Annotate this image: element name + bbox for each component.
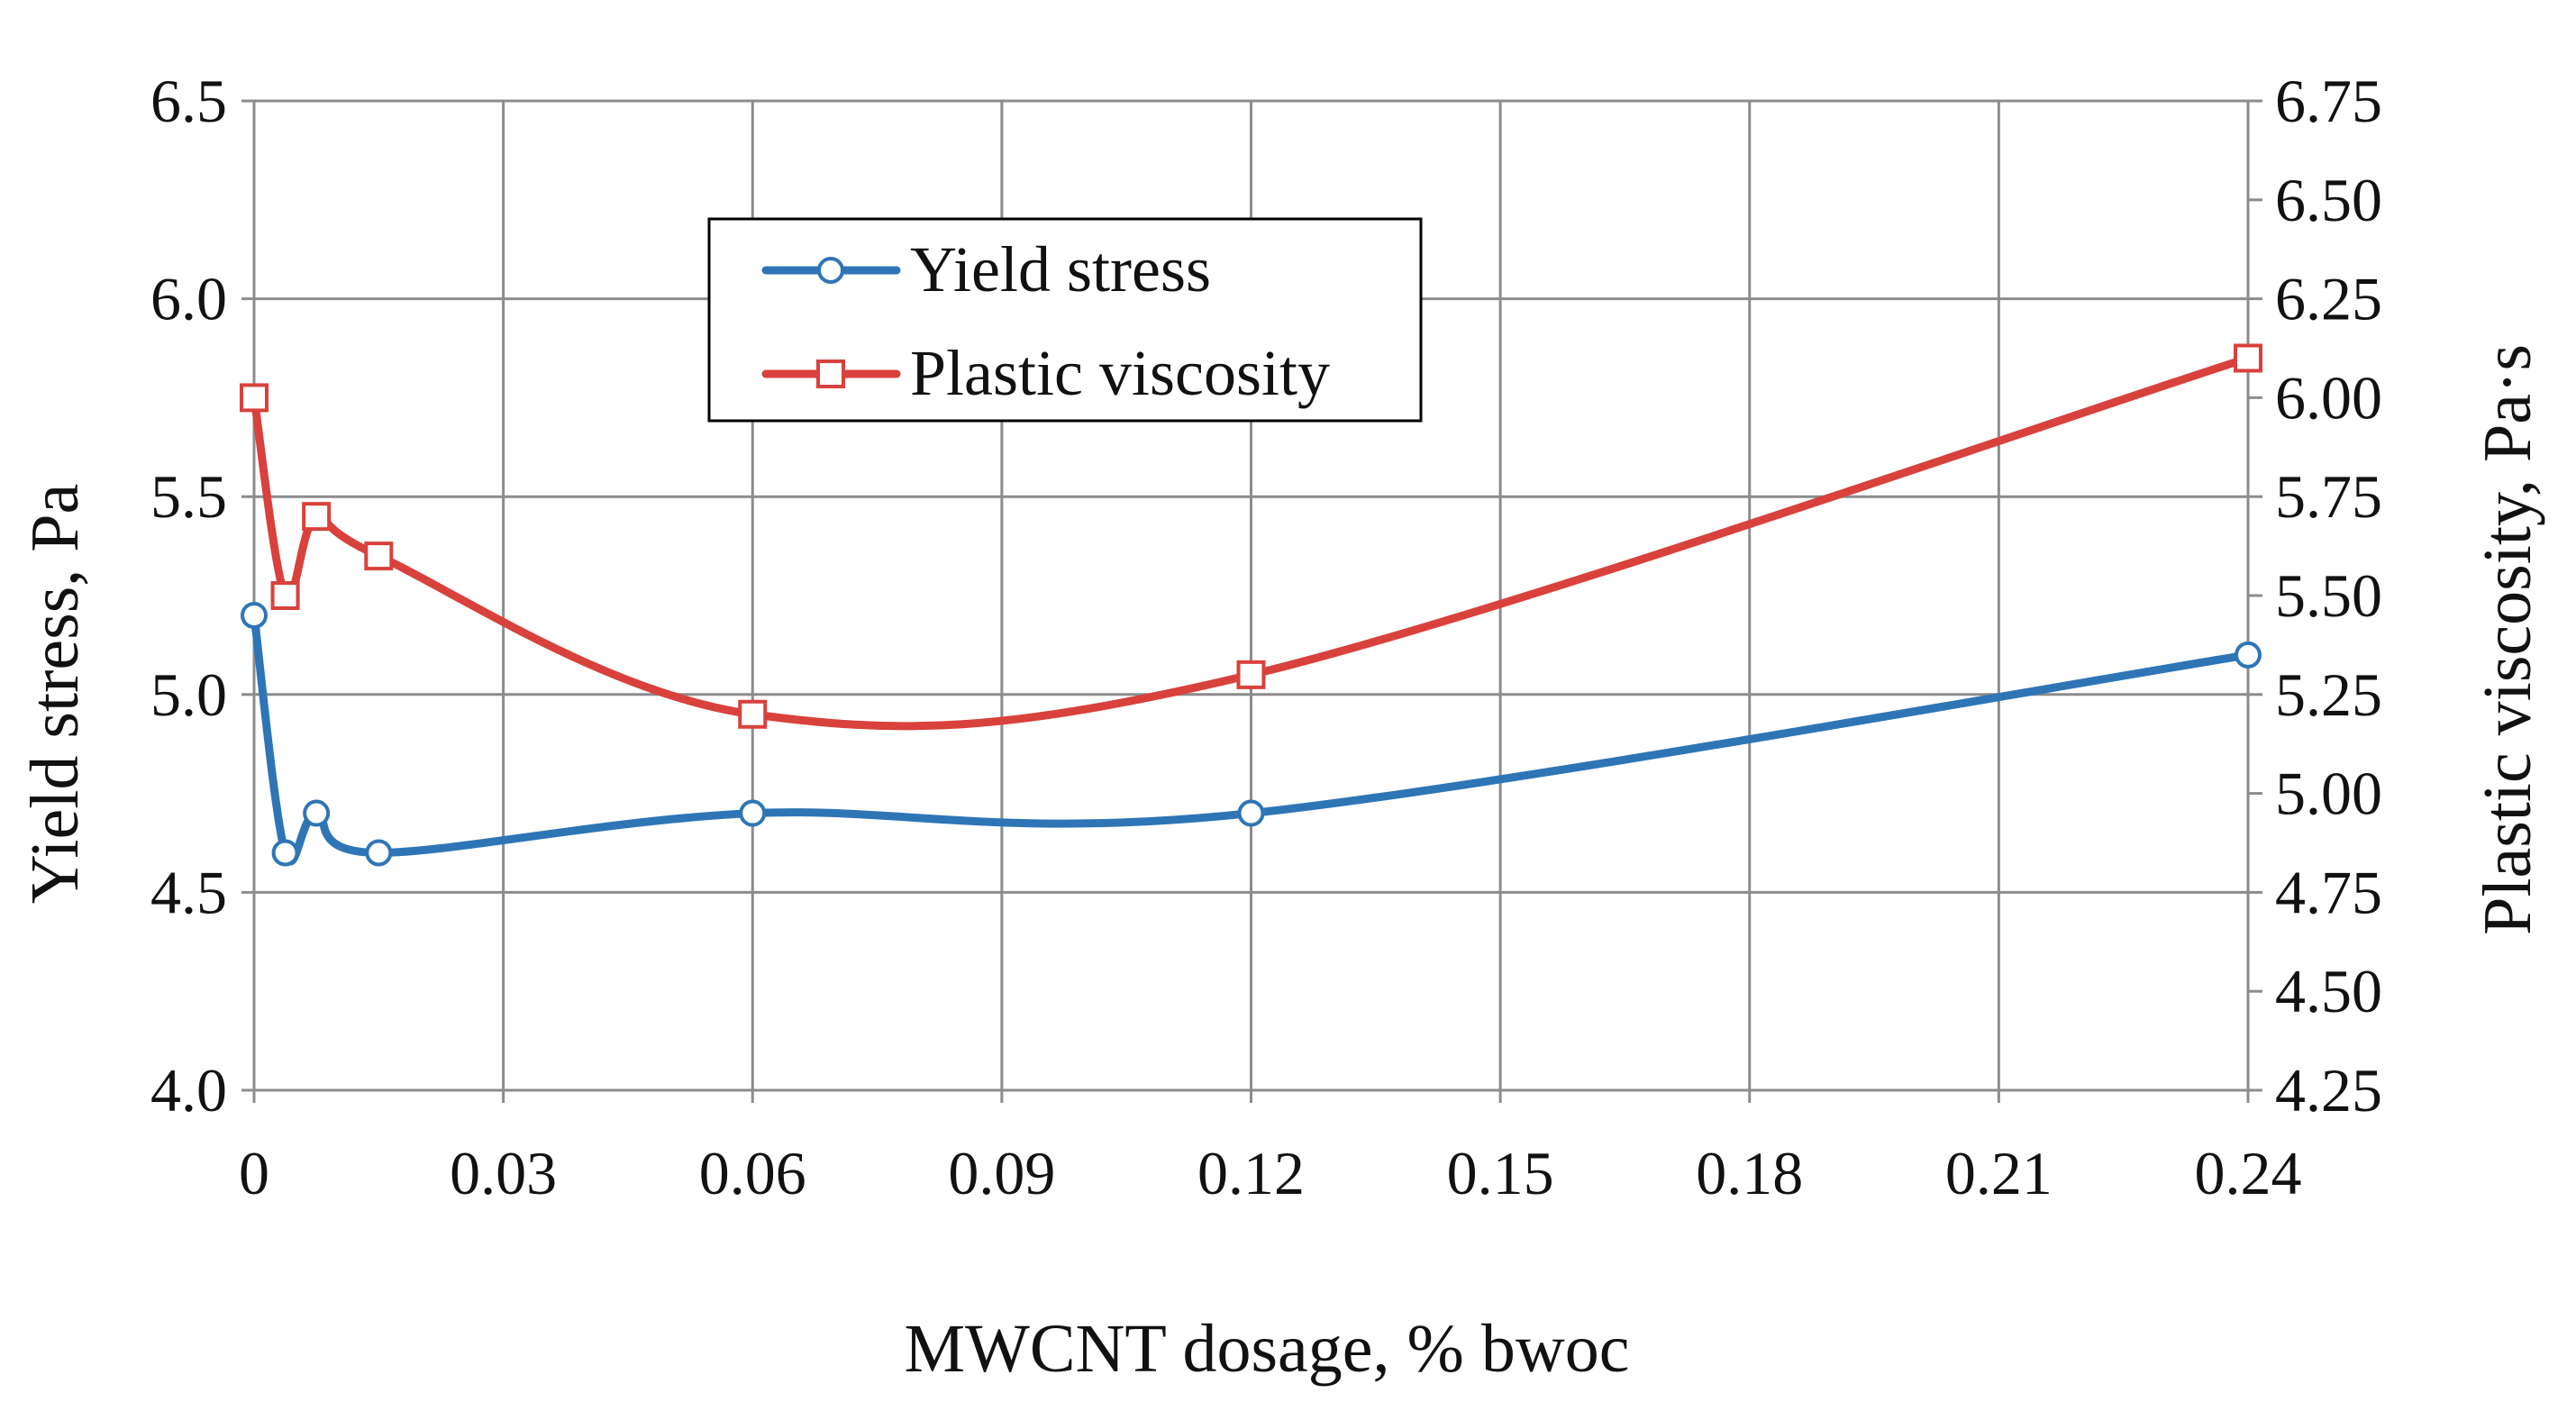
- data-point-plastic-viscosity: [2234, 343, 2262, 373]
- y-right-tick-label: 5.25: [2275, 660, 2382, 729]
- x-tick-label: 0.18: [1696, 1139, 1803, 1207]
- data-point-yield-stress: [739, 799, 767, 827]
- y-right-tick-label: 4.50: [2275, 957, 2382, 1025]
- data-point-yield-stress: [241, 601, 268, 629]
- y-left-tick-label: 4.0: [150, 1056, 227, 1124]
- data-point-plastic-viscosity: [364, 542, 394, 571]
- y-right-tick-label: 5.50: [2275, 561, 2382, 630]
- x-tick-label: 0.12: [1197, 1139, 1305, 1207]
- legend-item-plastic-viscosity: Plastic viscosity: [761, 337, 1330, 409]
- legend-item-yield-stress: Yield stress: [761, 233, 1211, 305]
- data-point-yield-stress: [303, 799, 331, 827]
- y-left-tick-label: 4.5: [150, 858, 227, 926]
- x-tick-label: 0.06: [699, 1139, 806, 1207]
- data-point-yield-stress: [2235, 641, 2262, 669]
- data-point-yield-stress: [365, 839, 393, 867]
- legend-marker-yield-stress: [817, 257, 844, 284]
- data-point-plastic-viscosity: [302, 502, 332, 532]
- y-left-tick-label: 6.5: [150, 67, 227, 135]
- data-point-yield-stress: [271, 839, 299, 867]
- x-tick-label: 0.03: [450, 1139, 557, 1207]
- y-right-tick-label: 6.25: [2275, 265, 2382, 333]
- y-left-tick-label: 5.5: [150, 462, 227, 531]
- data-point-plastic-viscosity: [1236, 660, 1266, 689]
- series-yield-stress: [241, 601, 2262, 867]
- series-plastic-viscosity: [240, 343, 2262, 731]
- tick-labels: 4.04.55.05.56.06.50 0.03 0.06 0.09 0.12 0.15 0…: [150, 67, 2382, 1207]
- y-left-axis-title: Yield stress, Pa: [17, 484, 93, 905]
- y-right-tick-label: 5.00: [2275, 760, 2382, 828]
- data-point-yield-stress: [1237, 799, 1265, 827]
- y-right-axis-title: Plastic viscosity, Pa·s: [2470, 344, 2545, 935]
- y-left-tick-label: 5.0: [150, 660, 227, 729]
- y-right-tick-label: 5.75: [2275, 462, 2382, 531]
- series-layer: [240, 343, 2262, 867]
- x-tick-label: 0.21: [1945, 1139, 2053, 1207]
- data-point-plastic-viscosity: [738, 699, 768, 729]
- y-right-tick-label: 4.75: [2275, 858, 2382, 926]
- legend-label-plastic-viscosity: Plastic viscosity: [910, 337, 1330, 409]
- data-point-plastic-viscosity: [270, 581, 300, 610]
- y-right-tick-label: 6.00: [2275, 363, 2382, 432]
- data-point-plastic-viscosity: [240, 383, 269, 413]
- x-tick-label: 0.24: [2195, 1139, 2302, 1207]
- x-axis-title: MWCNT dosage, % bwoc: [905, 1311, 1630, 1387]
- legend-label-yield-stress: Yield stress: [910, 233, 1211, 305]
- x-tick-label: 0.09: [948, 1139, 1055, 1207]
- y-right-tick-label: 6.50: [2275, 166, 2382, 234]
- x-tick-label: 0: [239, 1139, 269, 1207]
- y-right-tick-label: 6.75: [2275, 67, 2382, 135]
- y-left-tick-label: 6.0: [150, 265, 227, 333]
- y-right-tick-label: 4.25: [2275, 1056, 2382, 1124]
- legend: Yield stress Plastic viscosity: [707, 217, 1423, 423]
- x-tick-label: 0.15: [1447, 1139, 1554, 1207]
- legend-marker-plastic-viscosity: [816, 360, 845, 388]
